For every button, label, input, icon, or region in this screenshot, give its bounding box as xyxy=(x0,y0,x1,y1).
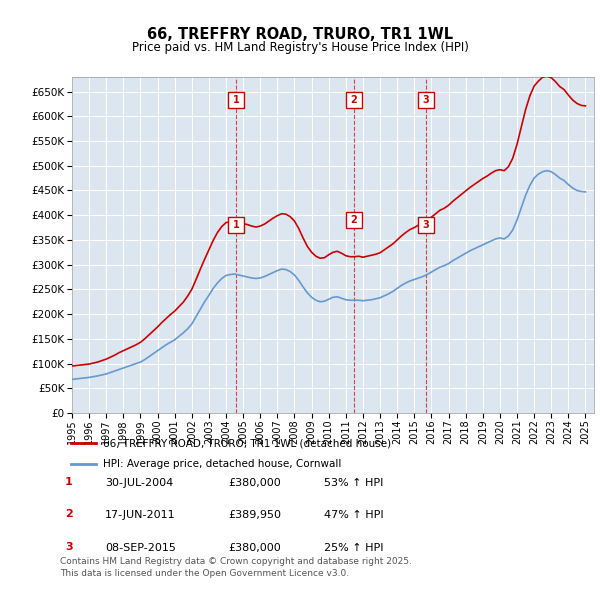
Text: 1: 1 xyxy=(233,220,239,230)
Text: 3: 3 xyxy=(423,220,430,230)
Text: £380,000: £380,000 xyxy=(228,543,281,552)
Text: 1: 1 xyxy=(233,95,239,105)
Text: 47% ↑ HPI: 47% ↑ HPI xyxy=(324,510,383,520)
Text: £389,950: £389,950 xyxy=(228,510,281,520)
Text: Contains HM Land Registry data © Crown copyright and database right 2025.
This d: Contains HM Land Registry data © Crown c… xyxy=(60,558,412,578)
Text: 1: 1 xyxy=(65,477,73,487)
Text: 08-SEP-2015: 08-SEP-2015 xyxy=(105,543,176,552)
Text: 3: 3 xyxy=(423,95,430,105)
Text: 2: 2 xyxy=(350,215,357,225)
Text: 30-JUL-2004: 30-JUL-2004 xyxy=(105,478,173,487)
Text: 2: 2 xyxy=(350,95,357,105)
Text: 17-JUN-2011: 17-JUN-2011 xyxy=(105,510,176,520)
Text: 2: 2 xyxy=(65,510,73,519)
Text: HPI: Average price, detached house, Cornwall: HPI: Average price, detached house, Corn… xyxy=(103,459,341,469)
Text: 66, TREFFRY ROAD, TRURO, TR1 1WL: 66, TREFFRY ROAD, TRURO, TR1 1WL xyxy=(147,27,453,41)
Text: 66, TREFFRY ROAD, TRURO, TR1 1WL (detached house): 66, TREFFRY ROAD, TRURO, TR1 1WL (detach… xyxy=(103,438,391,448)
Text: 53% ↑ HPI: 53% ↑ HPI xyxy=(324,478,383,487)
Text: Price paid vs. HM Land Registry's House Price Index (HPI): Price paid vs. HM Land Registry's House … xyxy=(131,41,469,54)
Text: 3: 3 xyxy=(65,542,73,552)
Text: 25% ↑ HPI: 25% ↑ HPI xyxy=(324,543,383,552)
Text: £380,000: £380,000 xyxy=(228,478,281,487)
